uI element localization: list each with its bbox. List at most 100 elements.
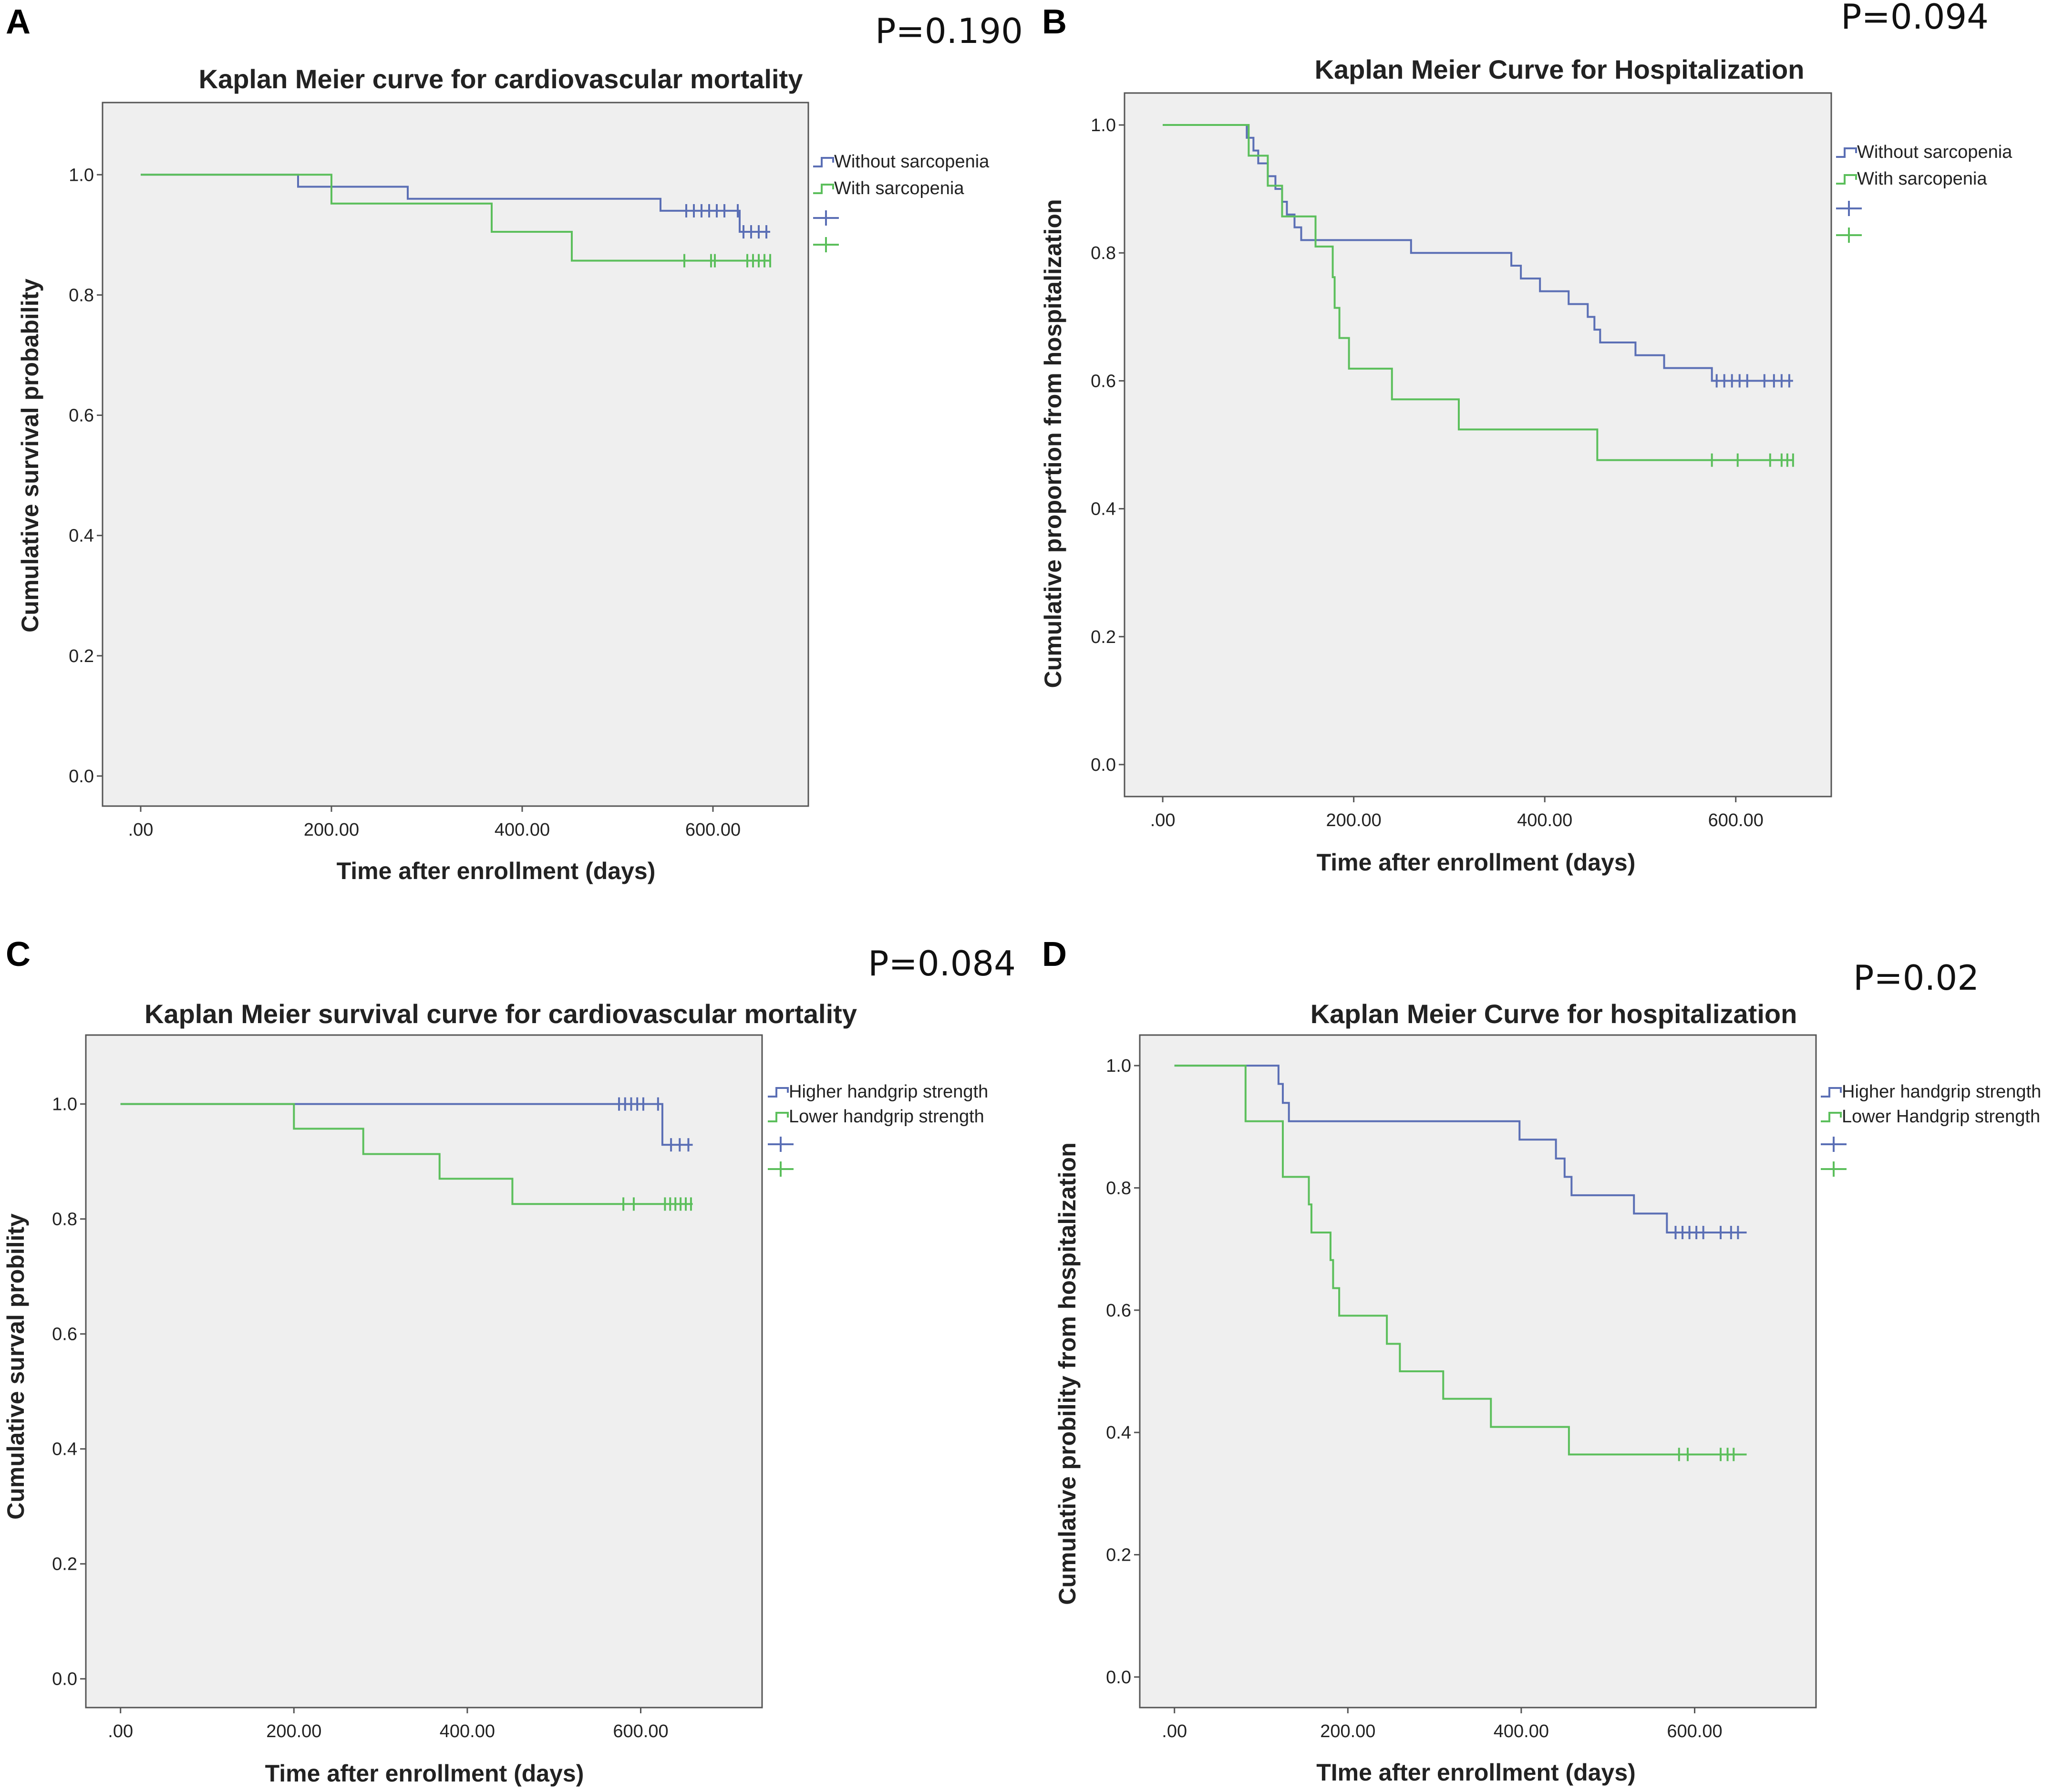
legend-swatch-icon	[1821, 1087, 1842, 1098]
y-axis-d: 0.0 0.2 0.4 0.6 0.8 1.0	[1106, 1056, 1140, 1688]
y-tick-label: 0.2	[52, 1554, 77, 1574]
x-axis-b: .00 200.00 400.00 600.00	[1150, 797, 1764, 830]
x-tick-label: 200.00	[266, 1721, 321, 1741]
x-axis-title-b: Time after enrollment (days)	[1317, 849, 1636, 876]
x-axis-title-d: TIme after enrollment (days)	[1316, 1759, 1636, 1786]
plot-area-d	[1139, 1034, 1817, 1709]
x-tick-label: 400.00	[1517, 810, 1572, 830]
panel-letter-c: C	[6, 935, 31, 974]
x-tick-label: 200.00	[304, 820, 359, 840]
legend-label: Higher handgrip strength	[789, 1082, 988, 1102]
x-tick-label: 600.00	[1667, 1721, 1722, 1741]
legend-label: Without sarcopenia	[1857, 142, 2012, 162]
chart-title-c: Kaplan Meier survival curve for cardiova…	[144, 999, 857, 1029]
y-tick-label: 0.8	[52, 1210, 77, 1230]
y-axis-c: 0.0 0.2 0.4 0.6 0.8 1.0	[52, 1095, 86, 1689]
y-tick-label: 1.0	[1091, 115, 1116, 135]
y-axis-title-b: Cumulative proportion from hospitalizati…	[1040, 199, 1066, 688]
y-tick-label: 0.4	[52, 1440, 77, 1460]
x-tick-label: 400.00	[440, 1721, 495, 1741]
y-axis-title-c: Cumulative surval probility	[2, 1213, 29, 1520]
km-curve-group-2	[1163, 124, 1793, 461]
legend-label: With sarcopenia	[1857, 169, 1987, 189]
y-tick-label: 0.6	[1106, 1301, 1131, 1321]
km-curve-group-1	[120, 1103, 693, 1146]
legend-label: Lower Handgrip strength	[1842, 1107, 2040, 1127]
plot-area-a	[102, 102, 809, 807]
y-tick-label: 0.0	[52, 1669, 77, 1689]
y-tick-label: 0.8	[1091, 243, 1116, 263]
x-tick-label: 400.00	[495, 820, 550, 840]
x-tick-label: 600.00	[1708, 810, 1764, 830]
legend-label: Without sarcopenia	[834, 152, 990, 172]
x-tick-label: 600.00	[613, 1721, 668, 1741]
x-axis-a: .00 200.00 400.00 600.00	[128, 806, 741, 840]
legend-swatch-icon	[1821, 1112, 1842, 1122]
y-tick-label: 1.0	[1106, 1056, 1131, 1076]
y-tick-label: 0.4	[1091, 499, 1116, 519]
y-tick-label: 0.8	[1106, 1178, 1131, 1198]
curves-d	[1174, 1065, 1747, 1461]
x-tick-label: 200.00	[1320, 1721, 1375, 1741]
y-tick-label: 0.6	[69, 406, 94, 426]
y-tick-label: 0.2	[1091, 627, 1116, 647]
y-axis-b: 0.0 0.2 0.4 0.6 0.8 1.0	[1091, 115, 1125, 775]
km-curve-group-2	[141, 174, 770, 262]
legend-swatch-icon	[768, 1087, 789, 1098]
p-value-d: P=0.02	[1853, 958, 1979, 998]
panel-d: D P=0.02 Kaplan Meier Curve for hospital…	[1042, 935, 2041, 1786]
km-curve-group-2	[120, 1103, 693, 1205]
x-tick-label: .00	[128, 820, 154, 840]
y-tick-label: 0.6	[1091, 371, 1116, 391]
y-axis-title-d: Cumulative probility from hospitalizatio…	[1054, 1142, 1081, 1605]
legend-a: Without sarcopenia With sarcopenia	[813, 152, 990, 252]
y-tick-label: 0.0	[1106, 1668, 1131, 1688]
x-axis-title-a: Time after enrollment (days)	[337, 858, 656, 884]
km-curve-group-2	[1174, 1065, 1747, 1456]
km-curve-group-1	[141, 174, 770, 233]
x-tick-label: 600.00	[685, 820, 741, 840]
p-value-c: P=0.084	[868, 943, 1016, 984]
panel-b: B P=0.094 Kaplan Meier Curve for Hospita…	[1040, 0, 2012, 876]
panel-letter-d: D	[1042, 935, 1067, 974]
panel-letter-b: B	[1042, 3, 1067, 41]
legend-b: Without sarcopenia With sarcopenia	[1836, 142, 2012, 243]
plot-area-b	[1124, 92, 1832, 798]
y-tick-label: 1.0	[69, 165, 94, 185]
y-tick-label: 0.4	[1106, 1423, 1131, 1443]
y-axis-a: 0.0 0.2 0.4 0.6 0.8 1.0	[69, 165, 103, 787]
x-tick-label: 400.00	[1494, 1721, 1549, 1741]
x-axis-c: .00 200.00 400.00 600.00	[108, 1708, 669, 1741]
x-tick-label: .00	[1162, 1721, 1187, 1741]
legend-d: Higher handgrip strength Lower Handgrip s…	[1821, 1082, 2041, 1177]
chart-title-a: Kaplan Meier curve for cardiovascular mo…	[199, 64, 803, 94]
y-tick-label: 1.0	[52, 1095, 77, 1115]
legend-swatch-icon	[813, 184, 834, 194]
x-axis-d: .00 200.00 400.00 600.00	[1162, 1708, 1723, 1741]
panel-c: C P=0.084 Kaplan Meier survival curve fo…	[2, 935, 1016, 1787]
curves-b	[1163, 124, 1794, 467]
panel-letter-a: A	[6, 3, 31, 41]
km-curve-group-1	[1174, 1065, 1747, 1234]
curves-c	[120, 1097, 693, 1211]
p-value-a: P=0.190	[875, 11, 1023, 51]
chart-title-b: Kaplan Meier Curve for Hospitalization	[1315, 54, 1805, 84]
y-tick-label: 0.0	[69, 767, 94, 787]
legend-label: Lower handgrip strength	[789, 1107, 984, 1127]
km-curve-group-1	[1163, 124, 1793, 382]
plot-area-c	[85, 1034, 763, 1709]
y-tick-label: 0.0	[1091, 755, 1116, 775]
y-tick-label: 0.8	[69, 285, 94, 305]
x-axis-title-c: Time after enrollment (days)	[265, 1760, 584, 1787]
legend-c: Higher handgrip strength Lower handgrip s…	[768, 1082, 988, 1177]
p-value-b: P=0.094	[1841, 0, 1989, 37]
y-tick-label: 0.2	[69, 646, 94, 666]
y-tick-label: 0.6	[52, 1325, 77, 1345]
legend-swatch-icon	[813, 157, 834, 167]
x-tick-label: .00	[1150, 810, 1176, 830]
x-tick-label: .00	[108, 1721, 133, 1741]
x-tick-label: 200.00	[1326, 810, 1382, 830]
chart-title-d: Kaplan Meier Curve for hospitalization	[1311, 999, 1797, 1029]
legend-label: Higher handgrip strength	[1842, 1082, 2041, 1102]
